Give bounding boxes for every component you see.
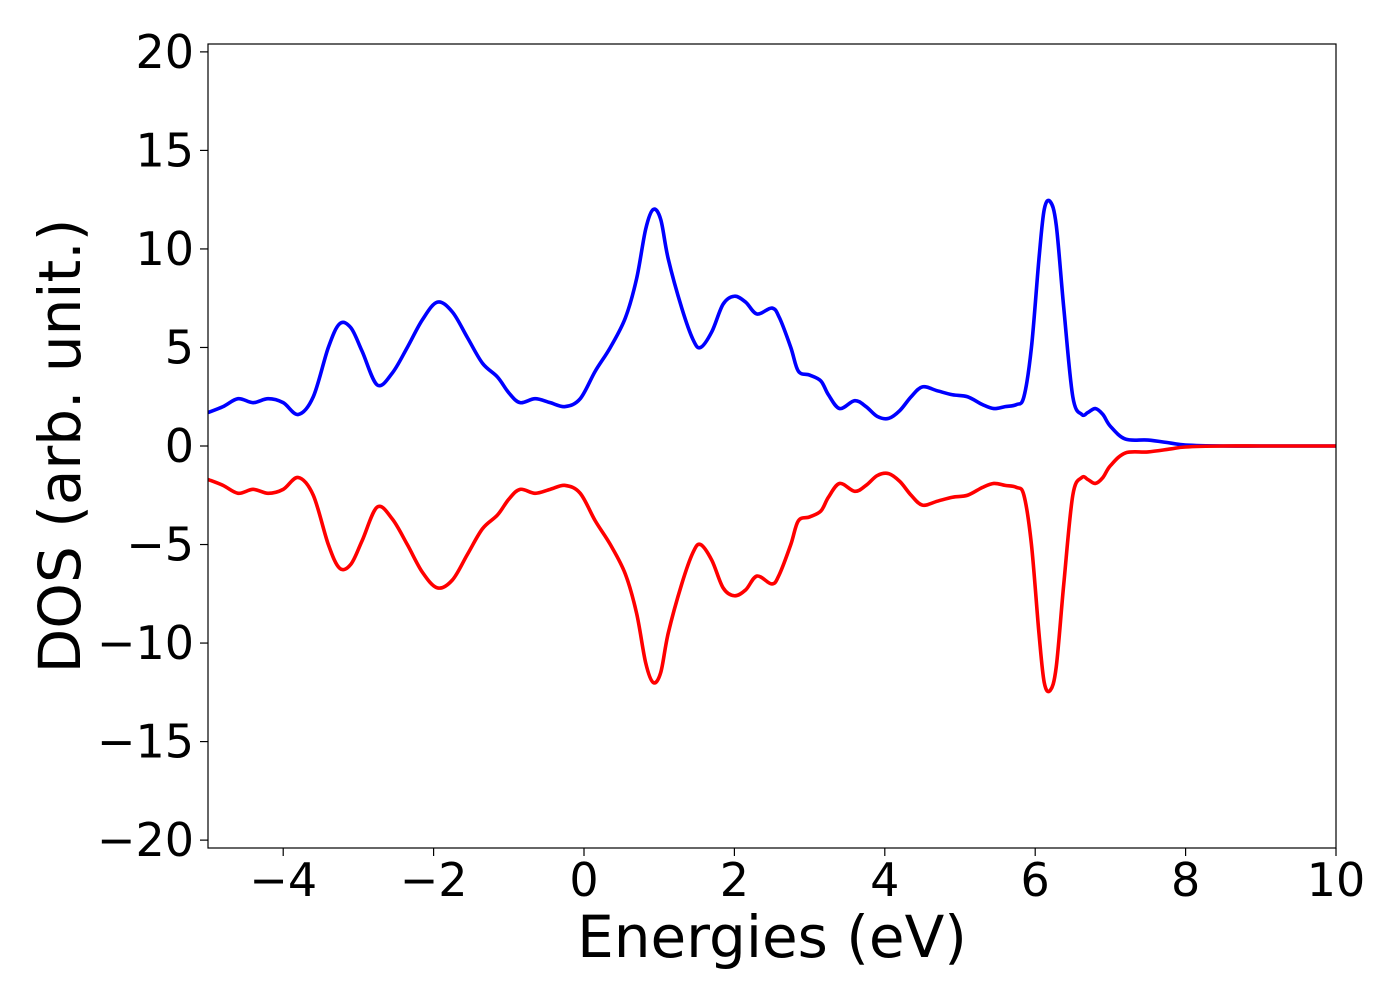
- x-tick-label: −2: [400, 853, 468, 907]
- x-axis: −4 −2 0 2 4 6 8 10: [249, 848, 1365, 907]
- series-line-up: [208, 198, 1336, 448]
- x-tick-label: 6: [1021, 853, 1050, 907]
- y-tick-label: −15: [97, 715, 194, 769]
- x-tick-label: 10: [1307, 853, 1366, 907]
- series-line-down: [208, 444, 1336, 694]
- x-tick-label: 0: [569, 853, 598, 907]
- y-tick-label: 10: [135, 222, 194, 276]
- y-tick-label: 15: [135, 123, 194, 177]
- y-tick-label: −20: [97, 813, 194, 867]
- x-tick-label: −4: [249, 853, 317, 907]
- y-tick-label: −5: [126, 518, 194, 572]
- series-layer: [208, 198, 1336, 694]
- y-tick-label: 0: [165, 419, 194, 473]
- y-axis: −20 −15 −10 −5 0 5 10 15 20: [97, 25, 208, 867]
- x-tick-label: 2: [720, 853, 749, 907]
- y-tick-label: 20: [135, 25, 194, 79]
- y-axis-label: DOS (arb. unit.): [26, 219, 94, 674]
- y-tick-label: 5: [165, 320, 194, 374]
- plot-area: [208, 198, 1336, 694]
- x-axis-label: Energies (eV): [577, 903, 967, 971]
- x-tick-label: 8: [1171, 853, 1200, 907]
- y-tick-label: −10: [97, 616, 194, 670]
- x-tick-label: 4: [870, 853, 899, 907]
